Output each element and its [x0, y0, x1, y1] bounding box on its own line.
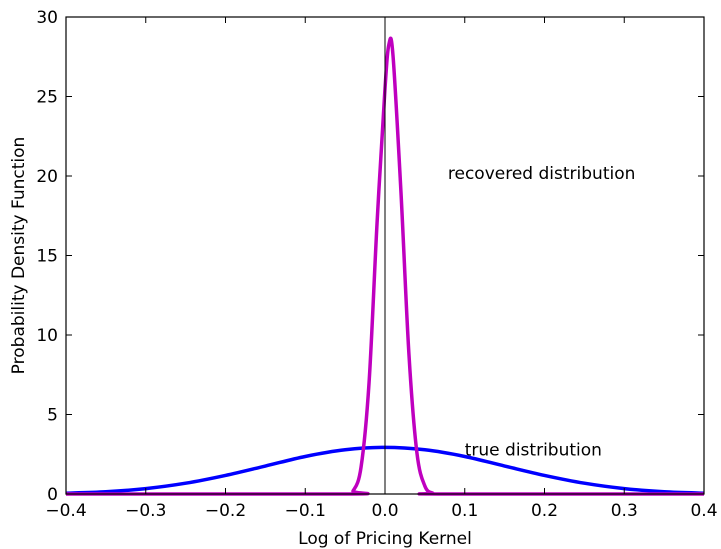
annotation-true-distribution: true distribution — [465, 440, 602, 460]
y-axis-label: Probability Density Function — [9, 137, 29, 375]
x-tick-label: −0.3 — [125, 501, 166, 521]
y-tick-label: 15 — [36, 247, 58, 267]
x-tick-label: 0.1 — [451, 501, 478, 521]
y-tick-label: 5 — [47, 406, 58, 426]
y-tick-label: 20 — [36, 167, 58, 187]
y-tick-label: 25 — [36, 88, 58, 108]
x-tick-label: 0.0 — [371, 501, 398, 521]
x-tick-label: −0.4 — [45, 501, 86, 521]
x-tick-label: −0.2 — [205, 501, 246, 521]
x-tick-label: −0.1 — [285, 501, 326, 521]
y-tick-label: 10 — [36, 326, 58, 346]
annotations-layer: recovered distribution true distribution — [448, 164, 636, 461]
x-axis-label: Log of Pricing Kernel — [298, 529, 472, 549]
x-tick-label: 0.3 — [611, 501, 638, 521]
series-line-recovered-distribution — [66, 36, 704, 496]
x-tick-label: 0.2 — [531, 501, 558, 521]
annotation-recovered-distribution: recovered distribution — [448, 164, 636, 184]
ticks-layer: −0.4 −0.3 −0.2 −0.1 0.0 0.1 0.2 0.3 0.4 0 5 10 15 20 2… — [36, 8, 717, 521]
x-tick-label: 0.4 — [690, 501, 717, 521]
y-tick-label: 30 — [36, 8, 58, 28]
y-tick-label: 0 — [47, 485, 58, 505]
